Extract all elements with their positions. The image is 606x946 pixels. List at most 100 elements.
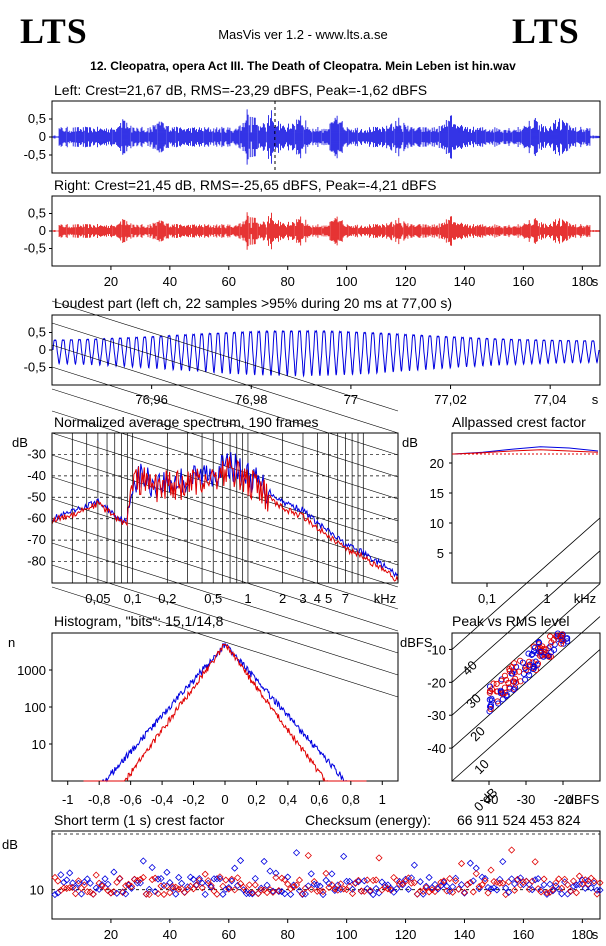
crest-point-left <box>334 881 342 889</box>
right-channel-ytick: 0,5 <box>28 206 46 221</box>
crest-point-right <box>434 883 442 891</box>
histogram-xtick: 0,8 <box>342 792 360 807</box>
right-channel-ytick: -0,5 <box>24 241 46 256</box>
crest-point-right <box>452 877 460 885</box>
crest-point-left <box>493 886 501 894</box>
crest-point-left <box>540 881 548 889</box>
peak-rms-point-left <box>558 637 565 644</box>
crest-point-right <box>457 860 466 868</box>
crest-point-left <box>266 867 274 875</box>
crest-point-left <box>163 868 171 876</box>
spectrum-slope-line <box>51 366 399 478</box>
crest-point-right <box>89 890 97 898</box>
peak-rms-point-left <box>540 653 547 660</box>
crest-point-right <box>172 883 180 891</box>
crest-point-left <box>322 876 330 884</box>
crest-point-left <box>166 879 174 887</box>
crest-point-left <box>404 885 413 893</box>
crest-point-right <box>372 876 380 884</box>
crest-point-right <box>407 879 416 887</box>
crest-point-left <box>490 884 498 892</box>
histogram-xtick: -0,2 <box>182 792 204 807</box>
crest-point-right <box>519 878 527 886</box>
crest-unit: s <box>592 927 599 942</box>
crest-point-right <box>222 876 230 884</box>
peak-rms-point-right <box>509 678 516 685</box>
crest-point-right <box>136 875 144 883</box>
spectrum-slope-line <box>51 498 399 610</box>
allpass-ytick: 10 <box>430 516 444 531</box>
crest-point-left <box>534 875 542 883</box>
crest-point-left <box>57 871 65 879</box>
crest-point-left <box>572 881 580 889</box>
crest-point-left <box>546 880 554 888</box>
peak-rms-point-right <box>503 676 510 683</box>
peak-rms-point-left <box>510 667 517 674</box>
crest-point-right <box>513 875 522 883</box>
crest-point-right <box>298 890 306 898</box>
crest-point-right <box>534 885 542 893</box>
time-xtick: 180 <box>571 274 593 289</box>
crest-point-left <box>466 859 474 867</box>
crest-point-right <box>437 878 445 886</box>
spectrum-xtick: 7 <box>342 591 349 606</box>
crest-point-left <box>157 874 165 883</box>
histogram-xtick: -0,4 <box>151 792 173 807</box>
peak-rms-point-right <box>501 672 508 679</box>
allpass-ytick: 15 <box>430 486 444 501</box>
crest-point-right <box>499 879 507 887</box>
spectrum-slope-line <box>51 388 399 500</box>
crest-point-right <box>475 883 483 891</box>
crest-point-left <box>51 890 59 899</box>
spectrum-slope-line <box>51 344 399 456</box>
crest-title: Short term (1 s) crest factor <box>54 812 225 828</box>
peak-rms-point-left <box>486 683 494 690</box>
histogram-xtick: -0,6 <box>119 792 141 807</box>
crest-point-left <box>387 884 395 892</box>
spectrum-slope-line <box>51 586 399 698</box>
crest-point-left <box>72 884 80 892</box>
allpass-title: Allpassed crest factor <box>452 414 586 430</box>
peak-rms-point-left <box>532 658 539 665</box>
crest-point-right <box>204 877 212 885</box>
crest-point-left <box>325 879 333 888</box>
crest-point-left <box>201 890 209 898</box>
peak-rms-point-left <box>495 700 502 707</box>
crest-point-right <box>469 888 477 896</box>
left-channel-ytick: 0 <box>39 129 46 144</box>
peak-rms-point-right <box>525 662 532 669</box>
crest-point-right <box>72 890 80 898</box>
crest-point-left <box>77 890 86 898</box>
crest-point-left <box>136 879 144 887</box>
left-channel-waveform <box>52 109 600 165</box>
peak-rms-crest-label: 10 <box>471 756 492 777</box>
peak-rms-point-right <box>547 633 554 640</box>
peak-rms-xtick: -20 <box>554 792 573 807</box>
allpass-right-line <box>453 449 599 455</box>
loudest-xtick: 76,96 <box>135 392 168 407</box>
crest-point-right <box>363 876 371 884</box>
crest-point-left <box>569 882 578 890</box>
crest-point-right <box>57 886 65 894</box>
crest-point-right <box>490 877 498 886</box>
crest-point-left <box>516 874 525 882</box>
peak-rms-point-left <box>537 648 544 655</box>
crest-point-left <box>499 858 507 866</box>
crest-point-left <box>151 888 159 896</box>
peak-rms-point-right <box>558 631 566 638</box>
peak-rms-unit: dBFS <box>567 792 600 807</box>
spectrum-slope-line <box>51 454 399 566</box>
crest-point-right <box>157 882 165 890</box>
peak-rms-point-right <box>550 636 557 643</box>
crest-point-left <box>172 890 180 898</box>
crest-point-left <box>275 887 283 896</box>
histogram-ytick: 1000 <box>17 663 46 678</box>
crest-point-right <box>284 880 292 888</box>
crest-point-left <box>575 880 583 888</box>
crest-point-right <box>425 888 433 896</box>
crest-point-right <box>443 887 451 895</box>
crest-point-left <box>254 889 262 897</box>
crest-point-right <box>404 874 413 882</box>
crest-point-right <box>455 885 463 893</box>
time-xtick: 120 <box>395 274 417 289</box>
